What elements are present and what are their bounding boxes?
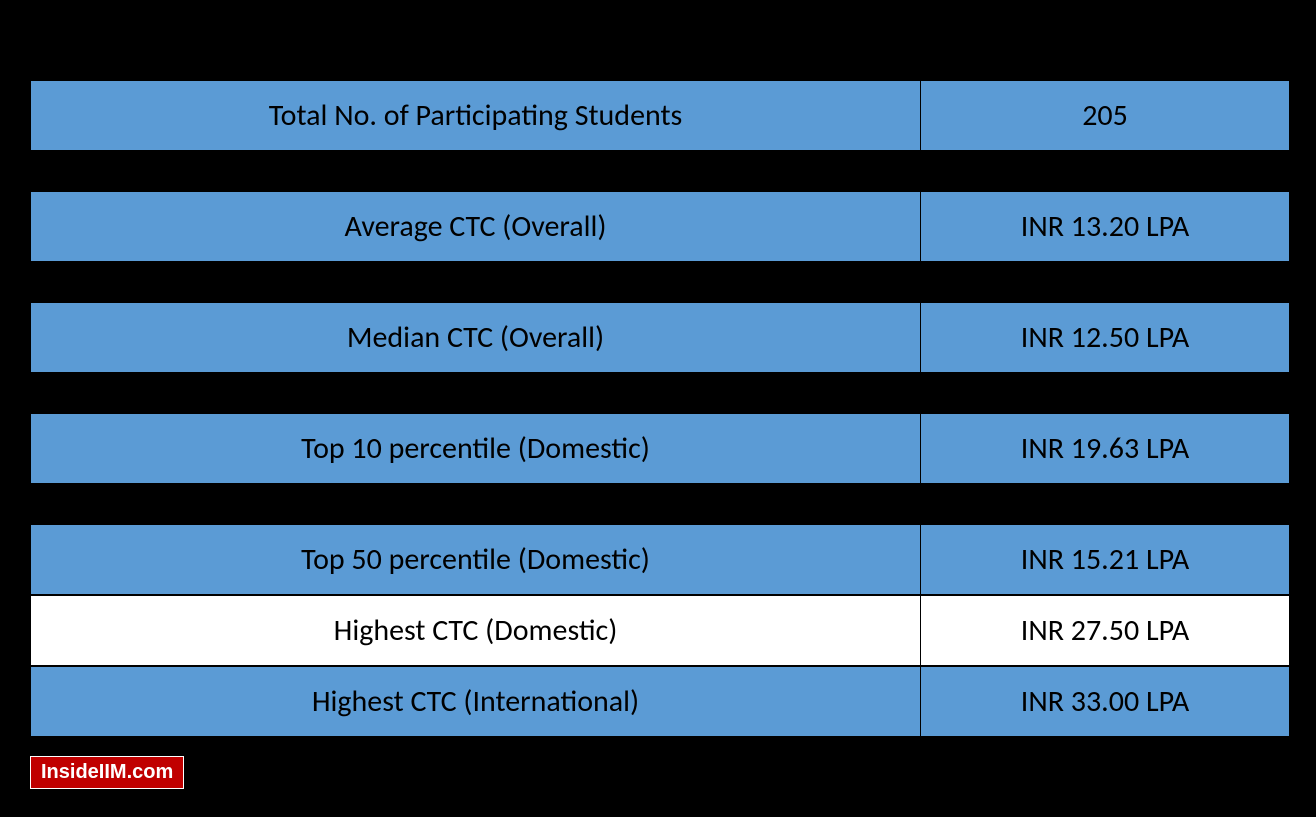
table-row: Top 50 percentile (Domestic) INR 15.21 L… <box>30 524 1290 595</box>
row-label: Median CTC (Overall) <box>31 303 921 372</box>
table-row: Average CTC (Overall) INR 13.20 LPA <box>30 191 1290 262</box>
row-value: INR 33.00 LPA <box>921 667 1289 736</box>
row-label: Total No. of Participating Students <box>31 81 921 150</box>
row-label: Top 50 percentile (Domestic) <box>31 525 921 594</box>
row-value: INR 15.21 LPA <box>921 525 1289 594</box>
watermark-badge: InsideIIM.com <box>30 756 184 789</box>
row-label: Top 10 percentile (Domestic) <box>31 414 921 483</box>
table-row: Highest CTC (International) INR 33.00 LP… <box>30 666 1290 737</box>
table-row: Top 10 percentile (Domestic) INR 19.63 L… <box>30 413 1290 484</box>
placement-stats-table: Total No. of Participating Students 205 … <box>30 80 1290 737</box>
table-row: Highest CTC (Domestic) INR 27.50 LPA <box>30 595 1290 666</box>
table-row: Total No. of Participating Students 205 <box>30 80 1290 151</box>
row-value: INR 19.63 LPA <box>921 414 1289 483</box>
table-row: Median CTC (Overall) INR 12.50 LPA <box>30 302 1290 373</box>
row-value: INR 12.50 LPA <box>921 303 1289 372</box>
row-value: INR 27.50 LPA <box>921 596 1289 665</box>
row-value: 205 <box>921 81 1289 150</box>
row-value: INR 13.20 LPA <box>921 192 1289 261</box>
row-label: Highest CTC (International) <box>31 667 921 736</box>
row-label: Highest CTC (Domestic) <box>31 596 921 665</box>
row-label: Average CTC (Overall) <box>31 192 921 261</box>
